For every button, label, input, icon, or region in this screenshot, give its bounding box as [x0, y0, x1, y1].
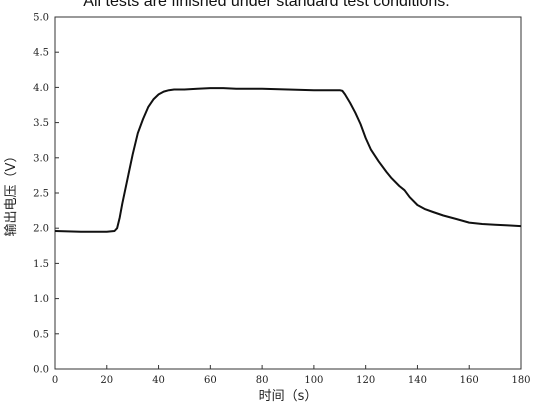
y-tick-label: 5.0 [33, 13, 49, 24]
x-tick-label: 60 [204, 375, 217, 386]
series-line [54, 87, 522, 233]
y-tick-label: 3.5 [33, 118, 49, 129]
y-tick-label: 4.0 [33, 83, 49, 94]
x-tick-label: 140 [408, 375, 427, 386]
y-tick-label: 1.5 [33, 259, 49, 270]
x-tick-label: 80 [256, 375, 269, 386]
y-tick-label: 3.0 [33, 153, 49, 164]
y-tick-label: 4.5 [33, 48, 49, 59]
x-tick-label: 120 [356, 375, 375, 386]
y-tick-label: 2.0 [33, 224, 49, 235]
y-tick-label: 0.0 [33, 365, 49, 376]
plot-area [54, 16, 522, 370]
x-tick-label: 20 [100, 375, 113, 386]
y-tick-label: 1.0 [33, 294, 49, 305]
caption: All tests are finished under standard te… [83, 0, 450, 10]
x-tick-label: 100 [304, 375, 323, 386]
x-axis: 0 20 40 60 80 100 120 140 160 180 [52, 365, 531, 386]
y-axis-label: 输出电压（V） [3, 150, 19, 237]
x-tick-label: 40 [152, 375, 165, 386]
y-tick-label: 2.5 [33, 189, 49, 200]
x-tick-label: 160 [460, 375, 479, 386]
x-axis-label: 时间（s） [259, 389, 318, 404]
x-tick-label: 0 [52, 375, 58, 386]
x-tick-label: 180 [511, 375, 530, 386]
y-tick-label: 0.5 [33, 329, 49, 340]
y-axis: 0.0 0.5 1.0 1.5 2.0 2.5 3.0 3.5 4.0 4.5 5.0 [33, 13, 59, 376]
